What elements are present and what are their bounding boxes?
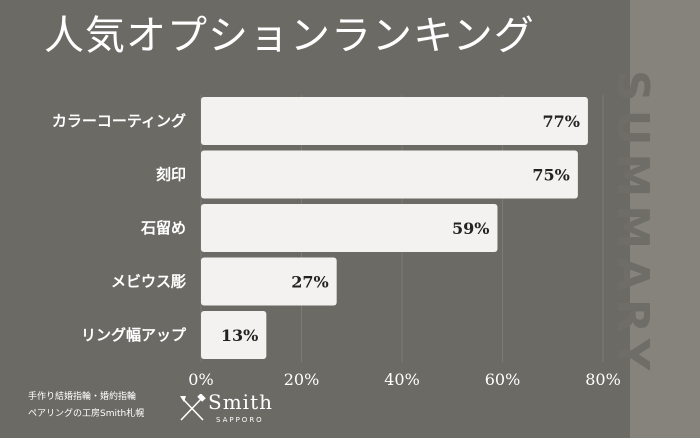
logo-subtitle: SAPPORO [216, 416, 264, 424]
category-label: 石留め [140, 219, 186, 237]
chart-title: 人気オプションランキング [44, 13, 535, 59]
bar [201, 150, 578, 199]
x-tick-label: 80% [585, 370, 621, 389]
x-tick-label: 20% [284, 370, 320, 389]
crossed-tools-icon [180, 394, 206, 421]
data-label: 77% [542, 112, 579, 131]
brand-logo: Smith SAPPORO [178, 388, 288, 432]
data-label: 27% [291, 273, 328, 292]
bar [201, 257, 337, 306]
bar-chart: 0% 20% 40% 60% 80% カラーコーティング 77% 刻印 75% 石留め 59% メビウ… [52, 95, 621, 389]
x-tick-label: 40% [384, 370, 420, 389]
side-panel [630, 0, 700, 438]
bar [201, 97, 588, 145]
logo-name: Smith [208, 390, 273, 414]
footer: 手作り結婚指輪・婚約指輪 ペアリングの工房Smith札幌 [28, 389, 144, 423]
footer-line-2: ペアリングの工房Smith札幌 [28, 409, 145, 419]
bar [201, 204, 498, 252]
x-tick-label: 0% [188, 370, 213, 389]
data-label: 13% [221, 326, 258, 345]
category-label: リング幅アップ [81, 326, 187, 344]
data-label: 75% [532, 166, 569, 185]
bars [201, 97, 588, 359]
x-tick-label: 60% [485, 370, 521, 389]
footer-line-1: 手作り結婚指輪・婚約指輪 [28, 392, 137, 402]
category-label: 刻印 [156, 166, 186, 184]
data-label: 59% [452, 219, 489, 238]
bar [201, 311, 267, 359]
category-label: メビウス彫 [111, 273, 186, 291]
labels: 0% 20% 40% 60% 80% カラーコーティング 77% 刻印 75% 石留め 59% メビウ… [52, 112, 621, 389]
category-label: カラーコーティング [52, 112, 186, 130]
